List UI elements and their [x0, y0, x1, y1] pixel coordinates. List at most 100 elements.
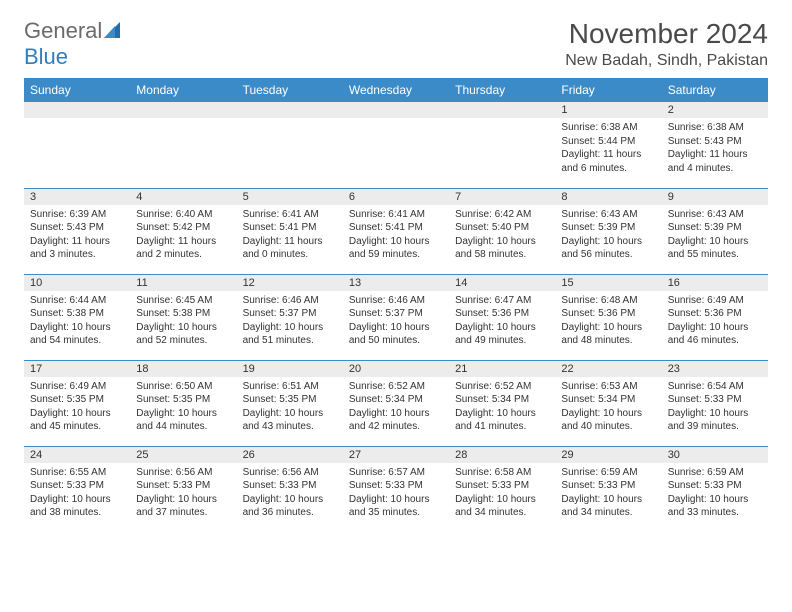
sunset-text: Sunset: 5:36 PM — [561, 307, 655, 321]
day-info: Sunrise: 6:46 AMSunset: 5:37 PMDaylight:… — [343, 291, 449, 352]
sunset-text: Sunset: 5:34 PM — [561, 393, 655, 407]
sunrise-text: Sunrise: 6:44 AM — [30, 294, 124, 308]
daylight-text: Daylight: 10 hours and 43 minutes. — [243, 407, 337, 434]
sunset-text: Sunset: 5:43 PM — [668, 135, 762, 149]
day-number: 29 — [555, 447, 661, 463]
calendar-day-cell: 23Sunrise: 6:54 AMSunset: 5:33 PMDayligh… — [662, 360, 768, 446]
day-number: 25 — [130, 447, 236, 463]
day-number: 9 — [662, 189, 768, 205]
day-number: 28 — [449, 447, 555, 463]
sunset-text: Sunset: 5:37 PM — [243, 307, 337, 321]
weekday-header: Friday — [555, 78, 661, 102]
day-info: Sunrise: 6:56 AMSunset: 5:33 PMDaylight:… — [130, 463, 236, 524]
sunrise-text: Sunrise: 6:59 AM — [561, 466, 655, 480]
day-number: 26 — [237, 447, 343, 463]
day-info: Sunrise: 6:52 AMSunset: 5:34 PMDaylight:… — [449, 377, 555, 438]
calendar-day-cell: 3Sunrise: 6:39 AMSunset: 5:43 PMDaylight… — [24, 188, 130, 274]
daylight-text: Daylight: 10 hours and 39 minutes. — [668, 407, 762, 434]
day-info: Sunrise: 6:49 AMSunset: 5:35 PMDaylight:… — [24, 377, 130, 438]
calendar-table: Sunday Monday Tuesday Wednesday Thursday… — [24, 78, 768, 532]
daylight-text: Daylight: 11 hours and 3 minutes. — [30, 235, 124, 262]
sunrise-text: Sunrise: 6:52 AM — [349, 380, 443, 394]
logo-text: General Blue — [24, 18, 126, 70]
weekday-header: Wednesday — [343, 78, 449, 102]
calendar-day-cell: 4Sunrise: 6:40 AMSunset: 5:42 PMDaylight… — [130, 188, 236, 274]
daylight-text: Daylight: 10 hours and 38 minutes. — [30, 493, 124, 520]
daylight-text: Daylight: 10 hours and 50 minutes. — [349, 321, 443, 348]
sunrise-text: Sunrise: 6:46 AM — [243, 294, 337, 308]
sunrise-text: Sunrise: 6:48 AM — [561, 294, 655, 308]
daylight-text: Daylight: 11 hours and 2 minutes. — [136, 235, 230, 262]
calendar-day-cell: 22Sunrise: 6:53 AMSunset: 5:34 PMDayligh… — [555, 360, 661, 446]
day-info: Sunrise: 6:40 AMSunset: 5:42 PMDaylight:… — [130, 205, 236, 266]
month-title: November 2024 — [565, 18, 768, 50]
sunrise-text: Sunrise: 6:49 AM — [668, 294, 762, 308]
sunset-text: Sunset: 5:33 PM — [668, 479, 762, 493]
sunrise-text: Sunrise: 6:45 AM — [136, 294, 230, 308]
calendar-day-cell: 9Sunrise: 6:43 AMSunset: 5:39 PMDaylight… — [662, 188, 768, 274]
sunrise-text: Sunrise: 6:38 AM — [668, 121, 762, 135]
day-number: 1 — [555, 102, 661, 118]
sunrise-text: Sunrise: 6:42 AM — [455, 208, 549, 222]
calendar-day-cell: 11Sunrise: 6:45 AMSunset: 5:38 PMDayligh… — [130, 274, 236, 360]
day-info: Sunrise: 6:54 AMSunset: 5:33 PMDaylight:… — [662, 377, 768, 438]
day-info: Sunrise: 6:59 AMSunset: 5:33 PMDaylight:… — [555, 463, 661, 524]
day-info: Sunrise: 6:56 AMSunset: 5:33 PMDaylight:… — [237, 463, 343, 524]
sunrise-text: Sunrise: 6:56 AM — [136, 466, 230, 480]
sunset-text: Sunset: 5:33 PM — [561, 479, 655, 493]
calendar-day-cell: 25Sunrise: 6:56 AMSunset: 5:33 PMDayligh… — [130, 446, 236, 532]
calendar-day-cell: 20Sunrise: 6:52 AMSunset: 5:34 PMDayligh… — [343, 360, 449, 446]
sunrise-text: Sunrise: 6:41 AM — [349, 208, 443, 222]
sunset-text: Sunset: 5:39 PM — [561, 221, 655, 235]
day-number: 24 — [24, 447, 130, 463]
day-number: 8 — [555, 189, 661, 205]
calendar-day-cell: 8Sunrise: 6:43 AMSunset: 5:39 PMDaylight… — [555, 188, 661, 274]
sunset-text: Sunset: 5:44 PM — [561, 135, 655, 149]
calendar-week-row: 24Sunrise: 6:55 AMSunset: 5:33 PMDayligh… — [24, 446, 768, 532]
day-info: Sunrise: 6:41 AMSunset: 5:41 PMDaylight:… — [237, 205, 343, 266]
daylight-text: Daylight: 10 hours and 49 minutes. — [455, 321, 549, 348]
daylight-text: Daylight: 10 hours and 42 minutes. — [349, 407, 443, 434]
sunset-text: Sunset: 5:43 PM — [30, 221, 124, 235]
sunset-text: Sunset: 5:34 PM — [455, 393, 549, 407]
weekday-header-row: Sunday Monday Tuesday Wednesday Thursday… — [24, 78, 768, 102]
daylight-text: Daylight: 10 hours and 40 minutes. — [561, 407, 655, 434]
sunrise-text: Sunrise: 6:49 AM — [30, 380, 124, 394]
sunset-text: Sunset: 5:38 PM — [30, 307, 124, 321]
sunrise-text: Sunrise: 6:55 AM — [30, 466, 124, 480]
day-info: Sunrise: 6:38 AMSunset: 5:44 PMDaylight:… — [555, 118, 661, 179]
calendar-day-cell: 26Sunrise: 6:56 AMSunset: 5:33 PMDayligh… — [237, 446, 343, 532]
day-info: Sunrise: 6:46 AMSunset: 5:37 PMDaylight:… — [237, 291, 343, 352]
calendar-day-cell: 1Sunrise: 6:38 AMSunset: 5:44 PMDaylight… — [555, 102, 661, 188]
day-info: Sunrise: 6:43 AMSunset: 5:39 PMDaylight:… — [662, 205, 768, 266]
daylight-text: Daylight: 10 hours and 46 minutes. — [668, 321, 762, 348]
day-number — [130, 102, 236, 118]
sunset-text: Sunset: 5:35 PM — [136, 393, 230, 407]
sunrise-text: Sunrise: 6:53 AM — [561, 380, 655, 394]
calendar-week-row: 17Sunrise: 6:49 AMSunset: 5:35 PMDayligh… — [24, 360, 768, 446]
weekday-header: Sunday — [24, 78, 130, 102]
calendar-day-cell: 18Sunrise: 6:50 AMSunset: 5:35 PMDayligh… — [130, 360, 236, 446]
sunset-text: Sunset: 5:33 PM — [668, 393, 762, 407]
calendar-week-row: 1Sunrise: 6:38 AMSunset: 5:44 PMDaylight… — [24, 102, 768, 188]
calendar-day-cell: 16Sunrise: 6:49 AMSunset: 5:36 PMDayligh… — [662, 274, 768, 360]
daylight-text: Daylight: 10 hours and 54 minutes. — [30, 321, 124, 348]
sunrise-text: Sunrise: 6:59 AM — [668, 466, 762, 480]
day-number: 17 — [24, 361, 130, 377]
logo-word2: Blue — [24, 44, 68, 69]
day-number: 15 — [555, 275, 661, 291]
daylight-text: Daylight: 10 hours and 55 minutes. — [668, 235, 762, 262]
calendar-day-cell — [237, 102, 343, 188]
sunset-text: Sunset: 5:35 PM — [30, 393, 124, 407]
sunrise-text: Sunrise: 6:40 AM — [136, 208, 230, 222]
daylight-text: Daylight: 10 hours and 59 minutes. — [349, 235, 443, 262]
daylight-text: Daylight: 11 hours and 0 minutes. — [243, 235, 337, 262]
day-number: 3 — [24, 189, 130, 205]
sunset-text: Sunset: 5:33 PM — [30, 479, 124, 493]
daylight-text: Daylight: 10 hours and 45 minutes. — [30, 407, 124, 434]
daylight-text: Daylight: 10 hours and 58 minutes. — [455, 235, 549, 262]
sunrise-text: Sunrise: 6:50 AM — [136, 380, 230, 394]
calendar-day-cell: 2Sunrise: 6:38 AMSunset: 5:43 PMDaylight… — [662, 102, 768, 188]
daylight-text: Daylight: 10 hours and 48 minutes. — [561, 321, 655, 348]
sunrise-text: Sunrise: 6:57 AM — [349, 466, 443, 480]
